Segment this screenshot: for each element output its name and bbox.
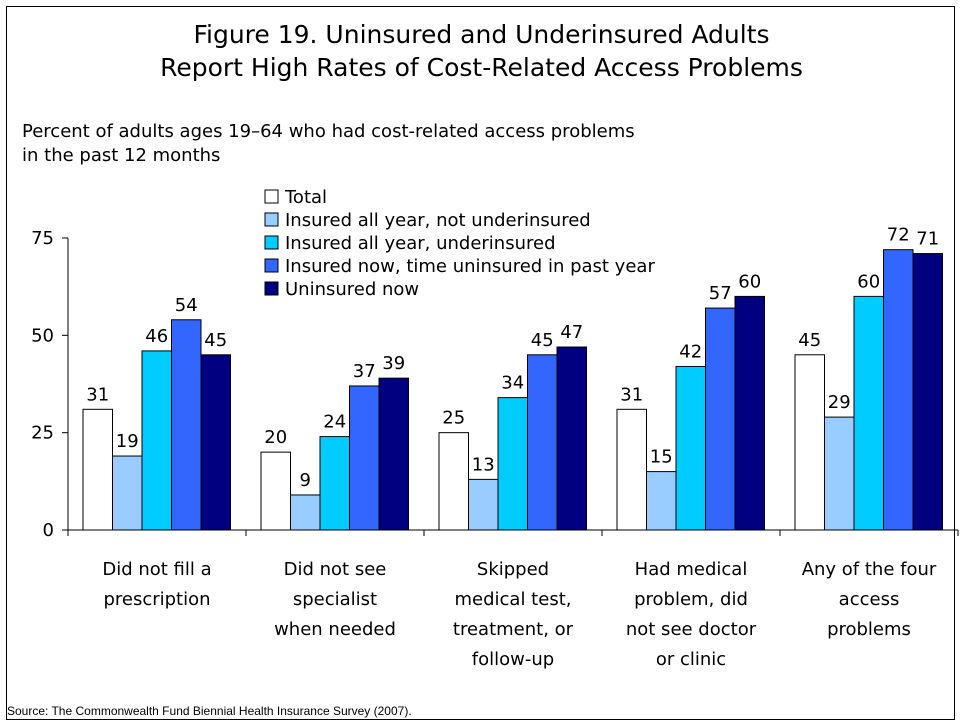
chart-subtitle-line-1: Percent of adults ages 19–64 who had cos…	[22, 121, 635, 142]
category-label: specialist	[293, 589, 377, 610]
y-tick-label: 25	[31, 423, 54, 444]
chart-subtitle: Percent of adults ages 19–64 who had cos…	[22, 120, 822, 168]
data-label: 29	[828, 392, 851, 413]
category-label: Any of the four	[802, 559, 937, 580]
legend-swatch	[264, 235, 279, 250]
data-label: 24	[323, 412, 346, 433]
chart-title: Figure 19. Uninsured and Underinsured Ad…	[0, 18, 963, 84]
bar	[141, 350, 172, 531]
bar	[112, 455, 143, 531]
bar	[260, 451, 291, 531]
data-label: 34	[501, 373, 524, 394]
data-label: 45	[204, 330, 227, 351]
data-label: 31	[86, 384, 109, 405]
chart-subtitle-line-2: in the past 12 months	[22, 145, 221, 166]
bar	[497, 397, 528, 531]
data-label: 31	[620, 384, 643, 405]
data-label: 71	[916, 229, 939, 250]
category-label: problems	[827, 619, 911, 640]
data-label: 47	[560, 322, 583, 343]
data-label: 60	[857, 271, 880, 292]
data-label: 20	[264, 427, 287, 448]
bar	[824, 416, 855, 531]
bar	[438, 432, 469, 531]
data-label: 45	[531, 330, 554, 351]
data-label: 9	[300, 470, 311, 491]
y-tick-label: 75	[31, 228, 54, 249]
category-label: Had medical	[635, 559, 748, 580]
bar	[794, 354, 825, 531]
data-label: 45	[798, 330, 821, 351]
data-label: 25	[442, 408, 465, 429]
category-label: not see doctor	[626, 619, 757, 640]
bar	[556, 346, 587, 531]
bar	[527, 354, 558, 531]
category-label: medical test,	[455, 589, 572, 610]
y-tick-label: 50	[31, 325, 54, 346]
legend-swatch	[264, 212, 279, 227]
bar	[883, 249, 914, 531]
source-note: Source: The Commonwealth Fund Biennial H…	[7, 704, 412, 718]
bar	[378, 377, 409, 531]
category-label: Did not see	[284, 559, 387, 580]
data-label: 72	[887, 225, 910, 246]
category-label: when needed	[274, 619, 396, 640]
bar	[734, 295, 765, 531]
y-tick-label: 0	[43, 520, 54, 541]
data-label: 39	[382, 353, 405, 374]
bar	[171, 319, 202, 531]
bar	[349, 385, 380, 531]
bar	[912, 253, 943, 531]
category-label: prescription	[103, 589, 210, 610]
bar	[705, 307, 736, 531]
data-label: 42	[679, 341, 702, 362]
legend-label: Uninsured now	[285, 279, 419, 300]
bar	[675, 365, 706, 531]
data-label: 15	[650, 447, 673, 468]
data-label: 54	[175, 295, 198, 316]
bar	[319, 436, 350, 531]
bar	[646, 471, 677, 531]
category-label: Skipped	[477, 559, 549, 580]
bar	[82, 408, 113, 531]
chart-title-line-2: Report High Rates of Cost-Related Access…	[160, 53, 803, 82]
data-label: 19	[116, 431, 139, 452]
category-label: access	[839, 589, 900, 610]
data-label: 60	[738, 271, 761, 292]
legend-label: Total	[284, 187, 327, 208]
bar	[468, 478, 499, 531]
legend-label: Insured all year, not underinsured	[285, 210, 591, 231]
category-label: problem, did	[634, 589, 748, 610]
category-label: follow-up	[472, 649, 554, 670]
data-label: 57	[709, 283, 732, 304]
category-label: or clinic	[656, 649, 726, 670]
bar	[853, 295, 884, 531]
category-label: treatment, or	[453, 619, 574, 640]
legend-label: Insured all year, underinsured	[285, 233, 556, 254]
chart-title-line-1: Figure 19. Uninsured and Underinsured Ad…	[193, 20, 770, 49]
legend-swatch	[264, 258, 279, 273]
bar	[200, 354, 231, 531]
data-label: 46	[145, 326, 168, 347]
data-label: 37	[353, 361, 376, 382]
bar	[290, 494, 321, 531]
category-label: Did not fill a	[102, 559, 211, 580]
legend-swatch	[264, 189, 279, 204]
data-label: 13	[472, 454, 495, 475]
bar	[616, 408, 647, 531]
legend-swatch	[264, 281, 279, 296]
legend-label: Insured now, time uninsured in past year	[285, 256, 655, 277]
